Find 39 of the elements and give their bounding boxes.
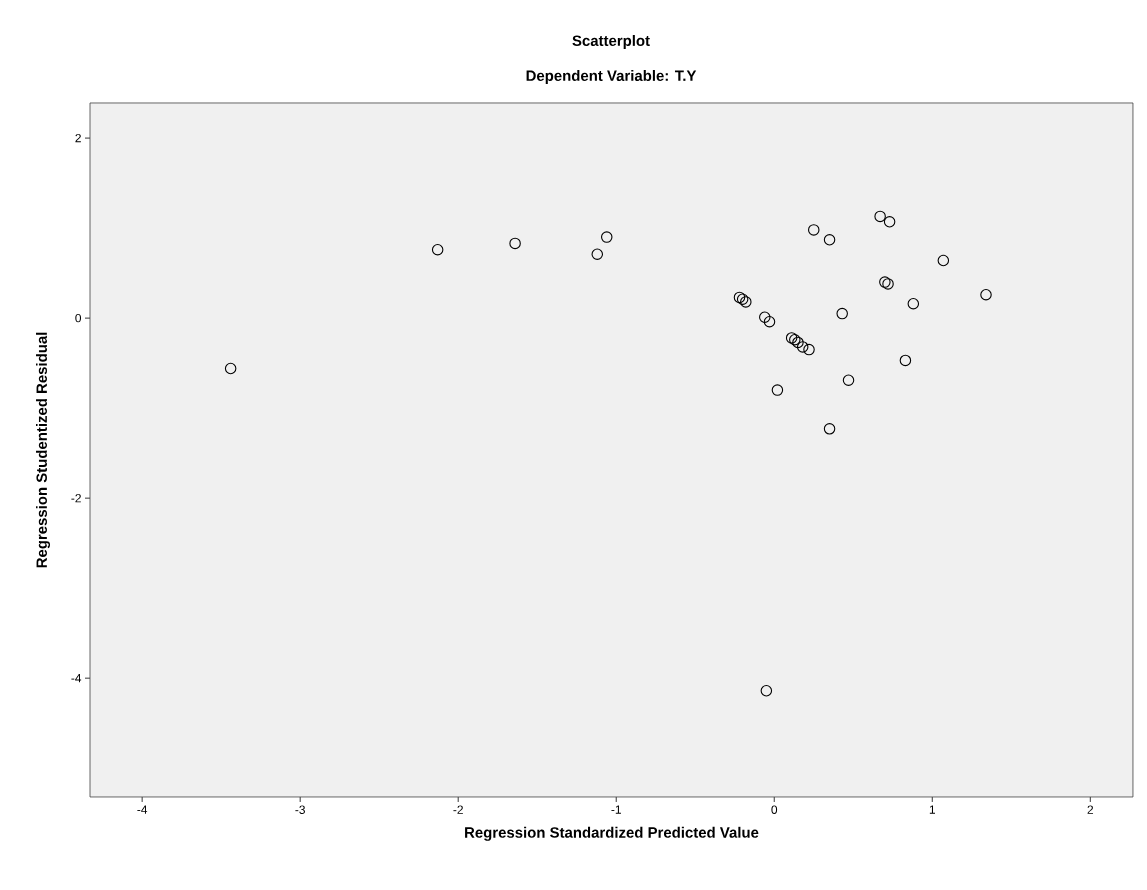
x-tick-label: -3	[295, 805, 305, 814]
chart-subtitle: Dependent Variable: T.Y	[526, 70, 697, 84]
x-tick-label: -4	[137, 805, 148, 814]
point	[796, 341, 809, 353]
point	[874, 210, 886, 223]
y-tick-label: -2	[71, 493, 81, 503]
point	[224, 362, 237, 375]
x-axis-title: Regression Standardized Predicted Value	[465, 826, 759, 841]
point	[899, 354, 912, 367]
point	[591, 248, 604, 260]
point	[763, 315, 776, 328]
point	[431, 243, 444, 256]
point	[883, 216, 896, 228]
y-tick-label: -4	[71, 674, 82, 683]
point	[823, 423, 836, 435]
point	[836, 307, 848, 320]
point	[785, 332, 798, 344]
chart-title: Scatterplot	[572, 35, 650, 49]
point	[760, 685, 773, 697]
y-tick-label: 0	[75, 313, 82, 323]
point	[937, 254, 950, 267]
x-tick-label: 2	[1087, 805, 1094, 814]
x-tick-label: -1	[611, 805, 621, 814]
point	[907, 297, 920, 310]
point	[600, 231, 613, 243]
x-tick-label: -2	[453, 805, 463, 814]
point	[808, 224, 820, 236]
y-axis-title: Regression Studentized Residual	[36, 332, 51, 568]
point	[759, 311, 771, 323]
x-tick-label: 1	[929, 805, 936, 814]
x-tick-label: 0	[771, 805, 778, 814]
point	[509, 237, 521, 250]
point	[740, 296, 752, 308]
point	[842, 374, 855, 386]
y-tick-label: 2	[75, 133, 81, 143]
point	[803, 343, 815, 356]
point	[980, 288, 992, 301]
point	[823, 234, 836, 246]
point	[771, 384, 784, 396]
